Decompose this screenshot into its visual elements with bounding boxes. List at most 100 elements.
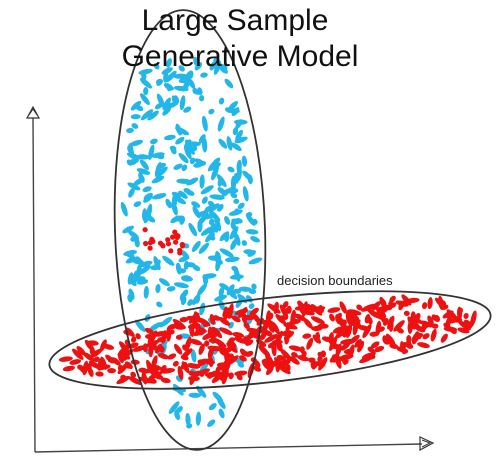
blue-point [191, 201, 201, 208]
red-point [407, 320, 413, 334]
red-point [285, 322, 292, 328]
red-point [444, 314, 452, 330]
blue-point [136, 168, 151, 175]
red-point [147, 338, 154, 349]
red-point [401, 294, 412, 306]
blue-point [212, 391, 224, 403]
red-point [343, 348, 354, 355]
blue-point [215, 256, 222, 272]
blue-point [215, 62, 228, 70]
red-point [288, 345, 303, 352]
red-point [147, 240, 153, 246]
blue-point [162, 106, 172, 116]
blue-point [218, 138, 228, 149]
blue-point [139, 159, 149, 171]
red-point [219, 327, 233, 336]
blue-point [155, 283, 161, 294]
blue-point [133, 177, 145, 186]
blue-point [227, 166, 235, 173]
red-point [419, 320, 434, 328]
blue-point [147, 110, 159, 121]
blue-point [224, 78, 234, 89]
red-point [317, 323, 329, 329]
red-point [179, 241, 185, 248]
blue-point [187, 299, 194, 307]
blue-point [162, 97, 171, 111]
red-point [207, 345, 223, 352]
red-point [154, 343, 163, 354]
blue-point [159, 278, 170, 287]
blue-point [233, 198, 240, 204]
red-point [427, 315, 434, 326]
red-point [144, 365, 159, 374]
red-point [332, 326, 344, 334]
blue-point [125, 252, 135, 259]
blue-point [241, 155, 248, 167]
blue-point [198, 95, 205, 102]
red-point [132, 345, 146, 352]
red-point [204, 340, 210, 347]
red-point [352, 321, 359, 336]
red-point [417, 342, 430, 349]
blue-point [218, 287, 225, 297]
blue-point [127, 230, 140, 240]
blue-point [170, 215, 181, 224]
blue-point [207, 227, 215, 237]
blue-point [133, 201, 142, 208]
blue-point [251, 283, 257, 290]
red-point [228, 340, 235, 348]
blue-point [138, 68, 153, 75]
blue-point [150, 138, 158, 145]
blue-point [156, 301, 163, 308]
blue-point [229, 226, 239, 240]
red-point [218, 343, 227, 352]
red-point [77, 364, 84, 371]
blue-point [231, 218, 240, 225]
red-point [268, 359, 279, 370]
red-point [413, 324, 426, 333]
blue-point [201, 196, 208, 204]
red-point [157, 240, 164, 246]
blue-point [173, 163, 183, 170]
blue-point [126, 152, 141, 160]
red-point [389, 295, 396, 303]
title-line-1: Large Sample [141, 4, 329, 37]
red-point [271, 321, 280, 335]
red-point [102, 343, 115, 350]
red-point [231, 315, 241, 323]
red-point [398, 300, 405, 311]
red-class-points [58, 227, 477, 386]
blue-point [230, 192, 238, 199]
red-point [87, 367, 94, 377]
blue-point [122, 225, 134, 234]
blue-point [236, 159, 242, 173]
red-point [279, 348, 292, 361]
blue-point [237, 202, 245, 210]
blue-point [181, 275, 192, 281]
red-point [189, 373, 196, 386]
blue-point [183, 139, 192, 150]
red-point [119, 350, 131, 360]
red-point [401, 348, 409, 354]
blue-point [187, 77, 196, 89]
red-point [175, 334, 183, 340]
blue-point [128, 187, 135, 198]
blue-point [180, 250, 190, 260]
blue-point [126, 127, 134, 134]
red-point [346, 310, 355, 322]
blue-point [193, 162, 203, 168]
blue-point [155, 166, 168, 178]
red-point [457, 307, 463, 315]
red-point [275, 314, 286, 325]
red-point [434, 315, 440, 323]
blue-point [183, 106, 192, 113]
red-point [174, 324, 186, 330]
red-point [168, 248, 174, 254]
blue-point [178, 190, 188, 199]
red-point [181, 361, 190, 374]
blue-point [156, 162, 167, 170]
red-point [193, 311, 201, 323]
blue-point [139, 260, 153, 268]
blue-point [143, 194, 153, 203]
